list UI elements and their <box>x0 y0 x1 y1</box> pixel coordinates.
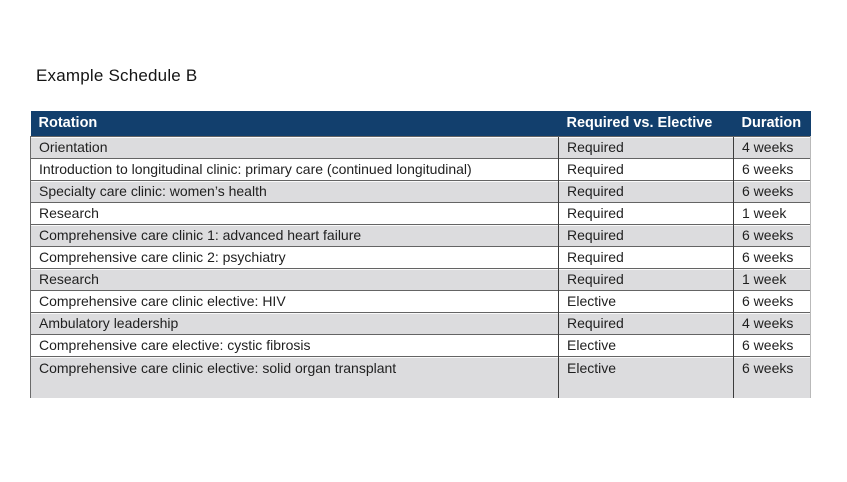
cell-rotation: Comprehensive care clinic elective: HIV <box>30 290 559 313</box>
schedule-table: Rotation Required vs. Elective Duration … <box>30 111 811 398</box>
cell-required-vs-elective: Elective <box>558 334 734 357</box>
cell-duration: 1 week <box>733 268 811 291</box>
table-row: Specialty care clinic: women’s health Re… <box>30 179 811 203</box>
table-row: Research Required 1 week <box>30 268 811 291</box>
cell-duration: 1 week <box>733 201 811 225</box>
cell-required-vs-elective: Elective <box>558 290 734 313</box>
table-row: Comprehensive care clinic 1: advanced he… <box>30 223 811 247</box>
column-header-rotation: Rotation <box>30 111 559 136</box>
cell-required-vs-elective: Required <box>558 135 734 159</box>
cell-duration: 6 weeks <box>733 157 811 181</box>
cell-rotation: Research <box>30 201 559 225</box>
cell-duration: 4 weeks <box>733 135 811 159</box>
cell-required-vs-elective: Required <box>558 245 734 269</box>
column-header-required-vs-elective: Required vs. Elective <box>558 111 734 136</box>
cell-rotation: Comprehensive care clinic elective: soli… <box>30 356 559 398</box>
cell-required-vs-elective: Required <box>558 223 734 247</box>
cell-required-vs-elective: Required <box>558 157 734 181</box>
cell-duration: 6 weeks <box>733 179 811 203</box>
table-row: Comprehensive care clinic elective: soli… <box>30 356 811 398</box>
cell-duration: 6 weeks <box>733 223 811 247</box>
cell-duration: 6 weeks <box>733 290 811 313</box>
cell-required-vs-elective: Required <box>558 312 734 335</box>
cell-rotation: Orientation <box>30 135 559 159</box>
cell-rotation: Comprehensive care elective: cystic fibr… <box>30 334 559 357</box>
cell-rotation: Research <box>30 268 559 291</box>
cell-rotation: Ambulatory leadership <box>30 312 559 335</box>
cell-duration: 6 weeks <box>733 245 811 269</box>
cell-rotation: Introduction to longitudinal clinic: pri… <box>30 157 559 181</box>
table-row: Orientation Required 4 weeks <box>30 135 811 159</box>
cell-rotation: Comprehensive care clinic 2: psychiatry <box>30 245 559 269</box>
cell-duration: 6 weeks <box>733 334 811 357</box>
table-body: Orientation Required 4 weeks Introductio… <box>30 135 811 398</box>
table-row: Introduction to longitudinal clinic: pri… <box>30 157 811 181</box>
cell-required-vs-elective: Elective <box>558 356 734 398</box>
table-row: Research Required 1 week <box>30 201 811 225</box>
table-row: Comprehensive care elective: cystic fibr… <box>30 334 811 357</box>
table-row: Ambulatory leadership Required 4 weeks <box>30 312 811 335</box>
page-title: Example Schedule B <box>36 66 198 85</box>
cell-required-vs-elective: Required <box>558 268 734 291</box>
cell-required-vs-elective: Required <box>558 201 734 225</box>
cell-duration: 6 weeks <box>733 356 811 398</box>
cell-duration: 4 weeks <box>733 312 811 335</box>
cell-required-vs-elective: Required <box>558 179 734 203</box>
column-header-duration: Duration <box>733 111 811 136</box>
cell-rotation: Comprehensive care clinic 1: advanced he… <box>30 223 559 247</box>
table-row: Comprehensive care clinic elective: HIV … <box>30 290 811 313</box>
table-header-row: Rotation Required vs. Elective Duration <box>30 111 811 136</box>
table-row: Comprehensive care clinic 2: psychiatry … <box>30 245 811 269</box>
cell-rotation: Specialty care clinic: women’s health <box>30 179 559 203</box>
